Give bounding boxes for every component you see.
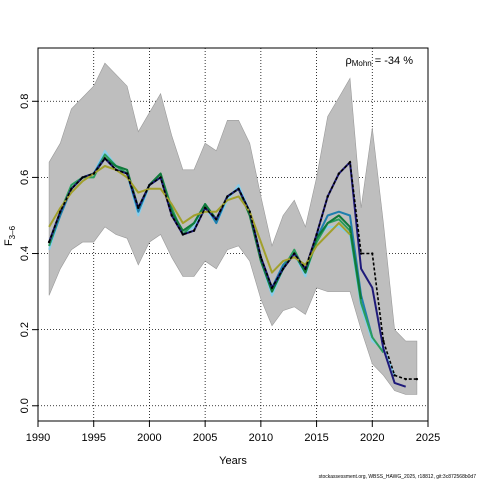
main-series-point-0: [47, 240, 51, 244]
main-series-point-4: [92, 172, 95, 175]
main-series-point-20: [270, 286, 274, 289]
rho-symbol: ρ: [345, 55, 351, 67]
x-tick-label-7: 2025: [416, 432, 440, 444]
main-series-point-24: [315, 233, 318, 236]
x-axis: 1990 1995 2000 2005 2010 2015 2020 2025: [26, 421, 440, 444]
main-series-point-18: [248, 210, 251, 213]
main-series-point-14: [203, 206, 207, 210]
main-series-point-6: [114, 168, 118, 171]
y-tick-label-1: 0.2: [19, 322, 31, 337]
x-axis-title: Years: [219, 455, 247, 467]
x-tick-label-2: 2000: [137, 432, 161, 444]
x-tick-label-0: 1990: [26, 432, 50, 444]
main-series-point-15: [215, 218, 218, 221]
main-series-point-8: [137, 206, 140, 210]
series-line-main: [48, 157, 417, 380]
plot-frame: [37, 47, 429, 422]
y-axis: 0.0 0.2 0.4 0.6 0.8: [19, 94, 38, 413]
credit-text: stockassessment.org, WBSS_HAWG_2025, r18…: [319, 474, 477, 480]
mohn-rho-annotation: ρMohn = -34 %: [345, 55, 413, 68]
x-tick-label-3: 2005: [193, 432, 217, 444]
main-series-point-10: [159, 176, 162, 179]
main-series-point-22: [293, 252, 296, 255]
main-series-point-25: [326, 195, 329, 198]
data-points: [47, 157, 419, 381]
main-series-point-1: [59, 210, 62, 213]
y-tick-label-3: 0.6: [19, 170, 31, 185]
main-series-point-29: [371, 252, 374, 255]
y-tick-label-4: 0.8: [19, 94, 31, 109]
rho-value: = -34 %: [372, 55, 413, 67]
main-series-point-5: [103, 157, 107, 160]
rho-subscript: Mohn: [352, 59, 372, 68]
main-series-point-9: [148, 183, 151, 187]
x-tick-label-5: 2015: [304, 432, 328, 444]
main-series-point-28: [359, 252, 363, 255]
y-tick-label-2: 0.4: [19, 246, 31, 261]
main-series-point-3: [81, 176, 84, 179]
main-series-point-12: [181, 233, 185, 236]
main-series-point-19: [259, 256, 263, 259]
y-tick-label-0: 0.0: [19, 398, 31, 413]
main-series-point-7: [125, 172, 129, 175]
x-tick-label-4: 2010: [249, 432, 273, 444]
main-series-point-31: [393, 374, 396, 377]
main-series-point-33: [415, 377, 419, 381]
main-series-point-23: [304, 267, 307, 270]
main-series-point-17: [237, 187, 240, 191]
main-series-point-32: [404, 377, 407, 381]
y-axis-title: F3–6: [3, 225, 17, 246]
main-series-point-11: [170, 214, 173, 217]
main-series-point-16: [226, 195, 229, 198]
confidence-band-area: [48, 62, 418, 395]
main-series-point-13: [192, 229, 196, 232]
main-series-point-30: [382, 339, 385, 343]
y-axis-title-sub: 3–6: [8, 225, 17, 239]
main-series-point-21: [281, 267, 285, 270]
main-series-point-26: [337, 172, 341, 175]
x-tick-label-6: 2020: [360, 432, 384, 444]
x-tick-label-1: 1995: [81, 432, 105, 444]
main-series-point-2: [70, 187, 73, 191]
main-series-point-27: [348, 160, 352, 164]
confidence-band: [48, 62, 418, 395]
y-axis-title-main: F: [3, 239, 15, 246]
